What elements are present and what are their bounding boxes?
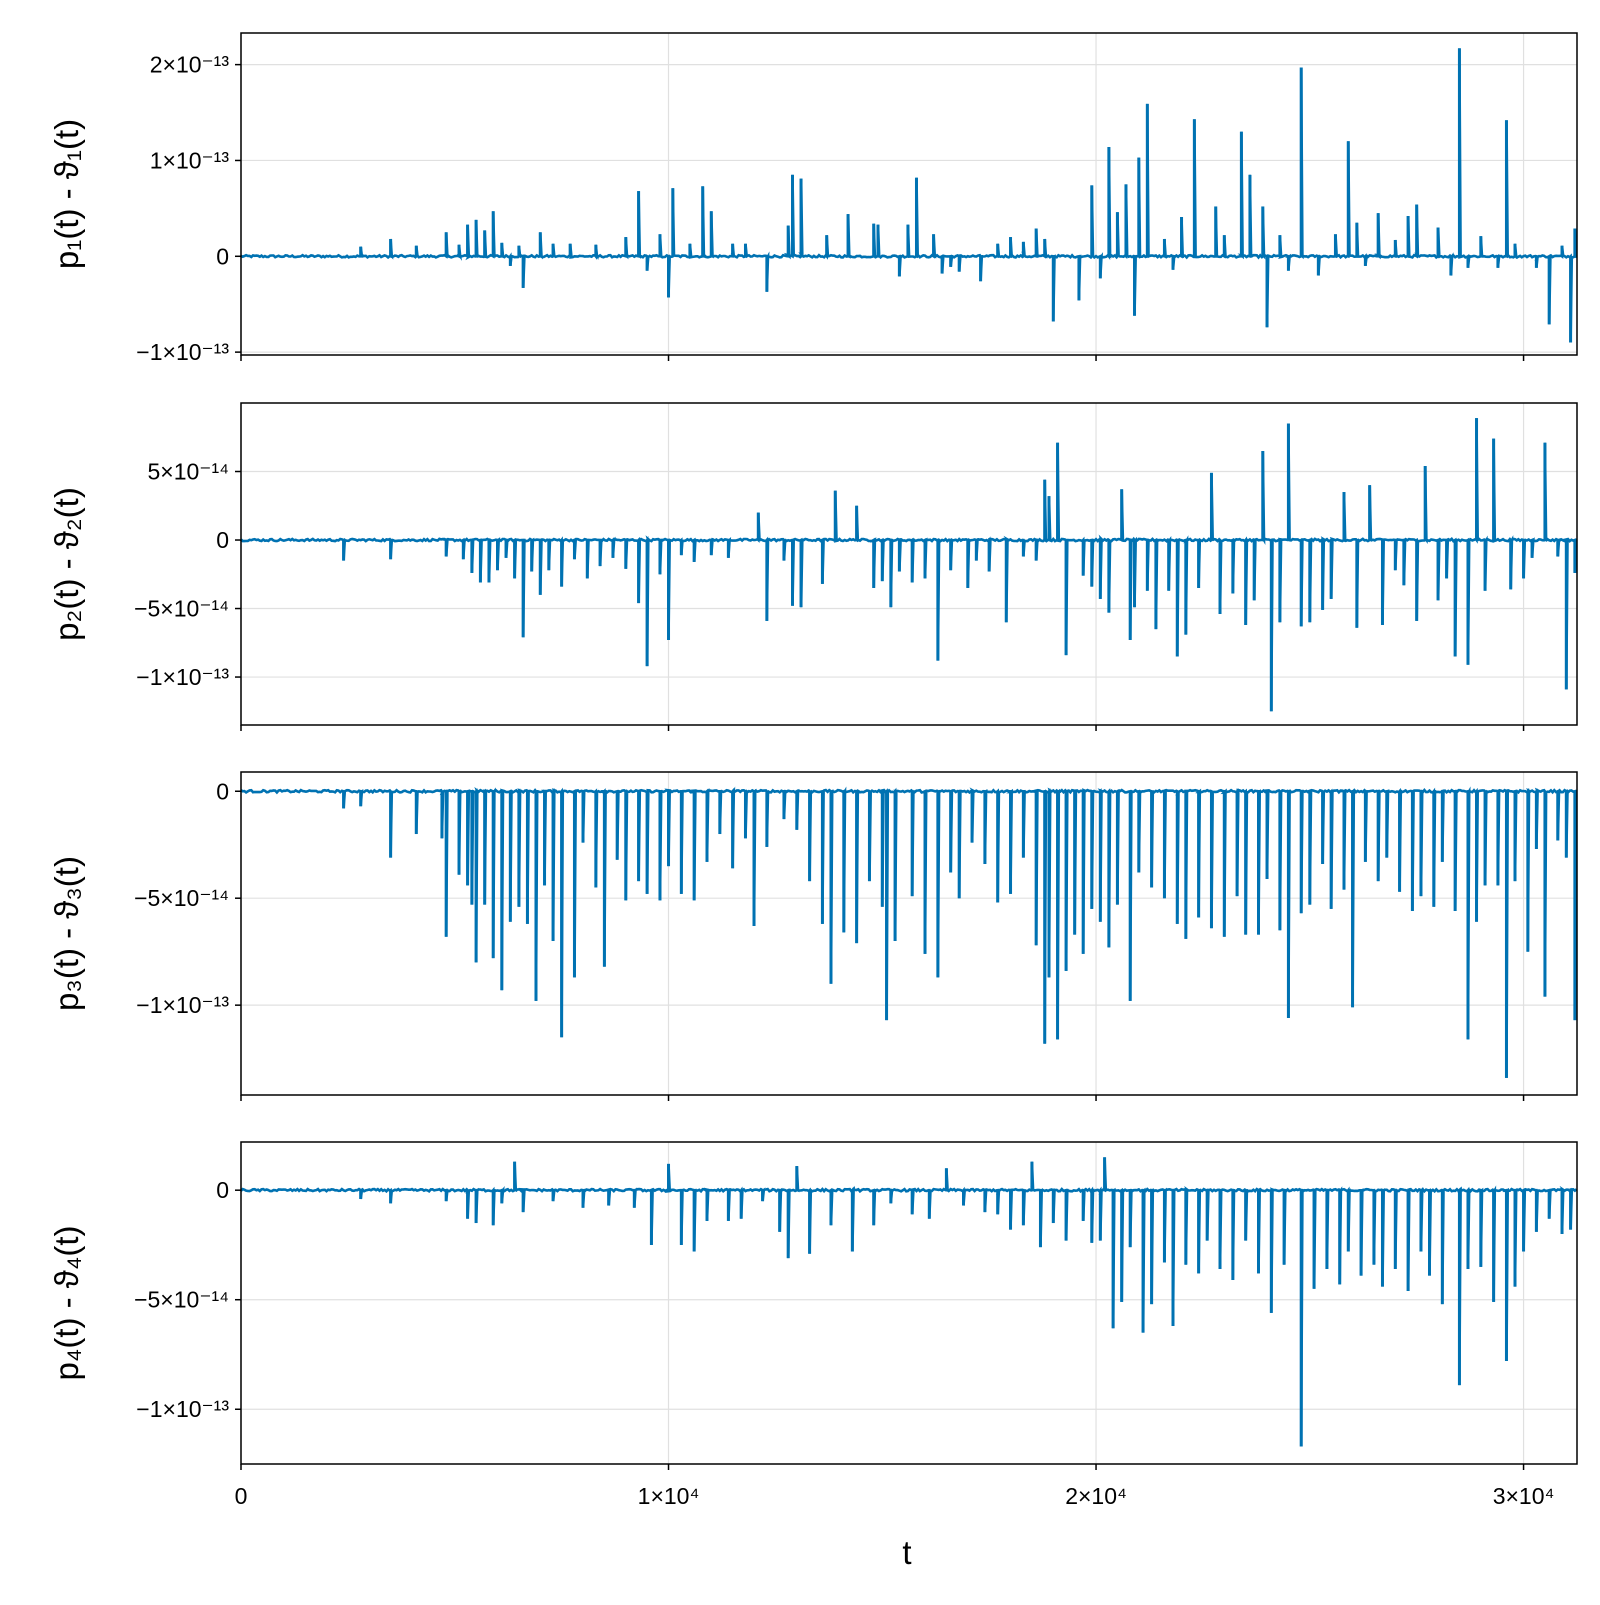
- y-tick-label: 1×10⁻¹³: [150, 147, 230, 173]
- x-axis-label: t: [902, 1534, 911, 1571]
- y-axis-label-p4: p₄(t) - ϑ₄(t): [48, 1226, 85, 1381]
- plot-frame-p2: [240, 402, 1578, 726]
- y-axis-label-p2: p₂(t) - ϑ₂(t): [48, 487, 85, 641]
- series-line-p3: [240, 786, 1578, 1078]
- y-tick-label: −5×10⁻¹⁴: [134, 1287, 229, 1313]
- y-tick-label: −1×10⁻¹³: [136, 339, 229, 365]
- x-tick-label: 1×10⁴: [638, 1483, 700, 1509]
- y-tick-label: 5×10⁻¹⁴: [148, 459, 230, 485]
- y-tick-label: −1×10⁻¹³: [136, 992, 229, 1018]
- series-line-p2: [240, 418, 1578, 712]
- y-tick-label: −1×10⁻¹³: [136, 1396, 229, 1422]
- x-tick-label: 3×10⁴: [1493, 1483, 1555, 1509]
- y-tick-label: −5×10⁻¹⁴: [134, 885, 229, 911]
- plot-frame-p1: [240, 32, 1578, 356]
- panel-p3: −1×10⁻¹³ −5×10⁻¹⁴ 0 p₃(t) - ϑ₃(t): [48, 771, 1578, 1101]
- x-tick-label: 2×10⁴: [1065, 1483, 1127, 1509]
- y-tick-label: 0: [216, 527, 229, 553]
- y-tick-label: −5×10⁻¹⁴: [134, 596, 229, 622]
- y-tick-label: 0: [216, 243, 229, 269]
- y-tick-label: 2×10⁻¹³: [150, 52, 230, 78]
- y-tick-label: 0: [216, 1177, 229, 1203]
- y-axis-label-p1: p₁(t) - ϑ₁(t): [48, 119, 85, 269]
- y-axis-label-p3: p₃(t) - ϑ₃(t): [48, 856, 85, 1011]
- panel-p4: −1×10⁻¹³ −5×10⁻¹⁴ 0 p₄(t) - ϑ₄(t) 0 1×10⁴ 2×10…: [48, 1141, 1578, 1509]
- panel-p1: −1×10⁻¹³ 0 1×10⁻¹³ 2×10⁻¹³ p₁(t) - ϑ₁(t): [48, 32, 1578, 365]
- y-tick-label: −1×10⁻¹³: [136, 664, 229, 690]
- y-tick-label: 0: [216, 778, 229, 804]
- panel-p2: −1×10⁻¹³ −5×10⁻¹⁴ 0 5×10⁻¹⁴ p₂(t) - ϑ₂(t): [48, 402, 1578, 731]
- x-tick-label: 0: [235, 1483, 248, 1509]
- plot-frame-p3: [240, 771, 1578, 1096]
- plot-frame-p4: [240, 1141, 1578, 1465]
